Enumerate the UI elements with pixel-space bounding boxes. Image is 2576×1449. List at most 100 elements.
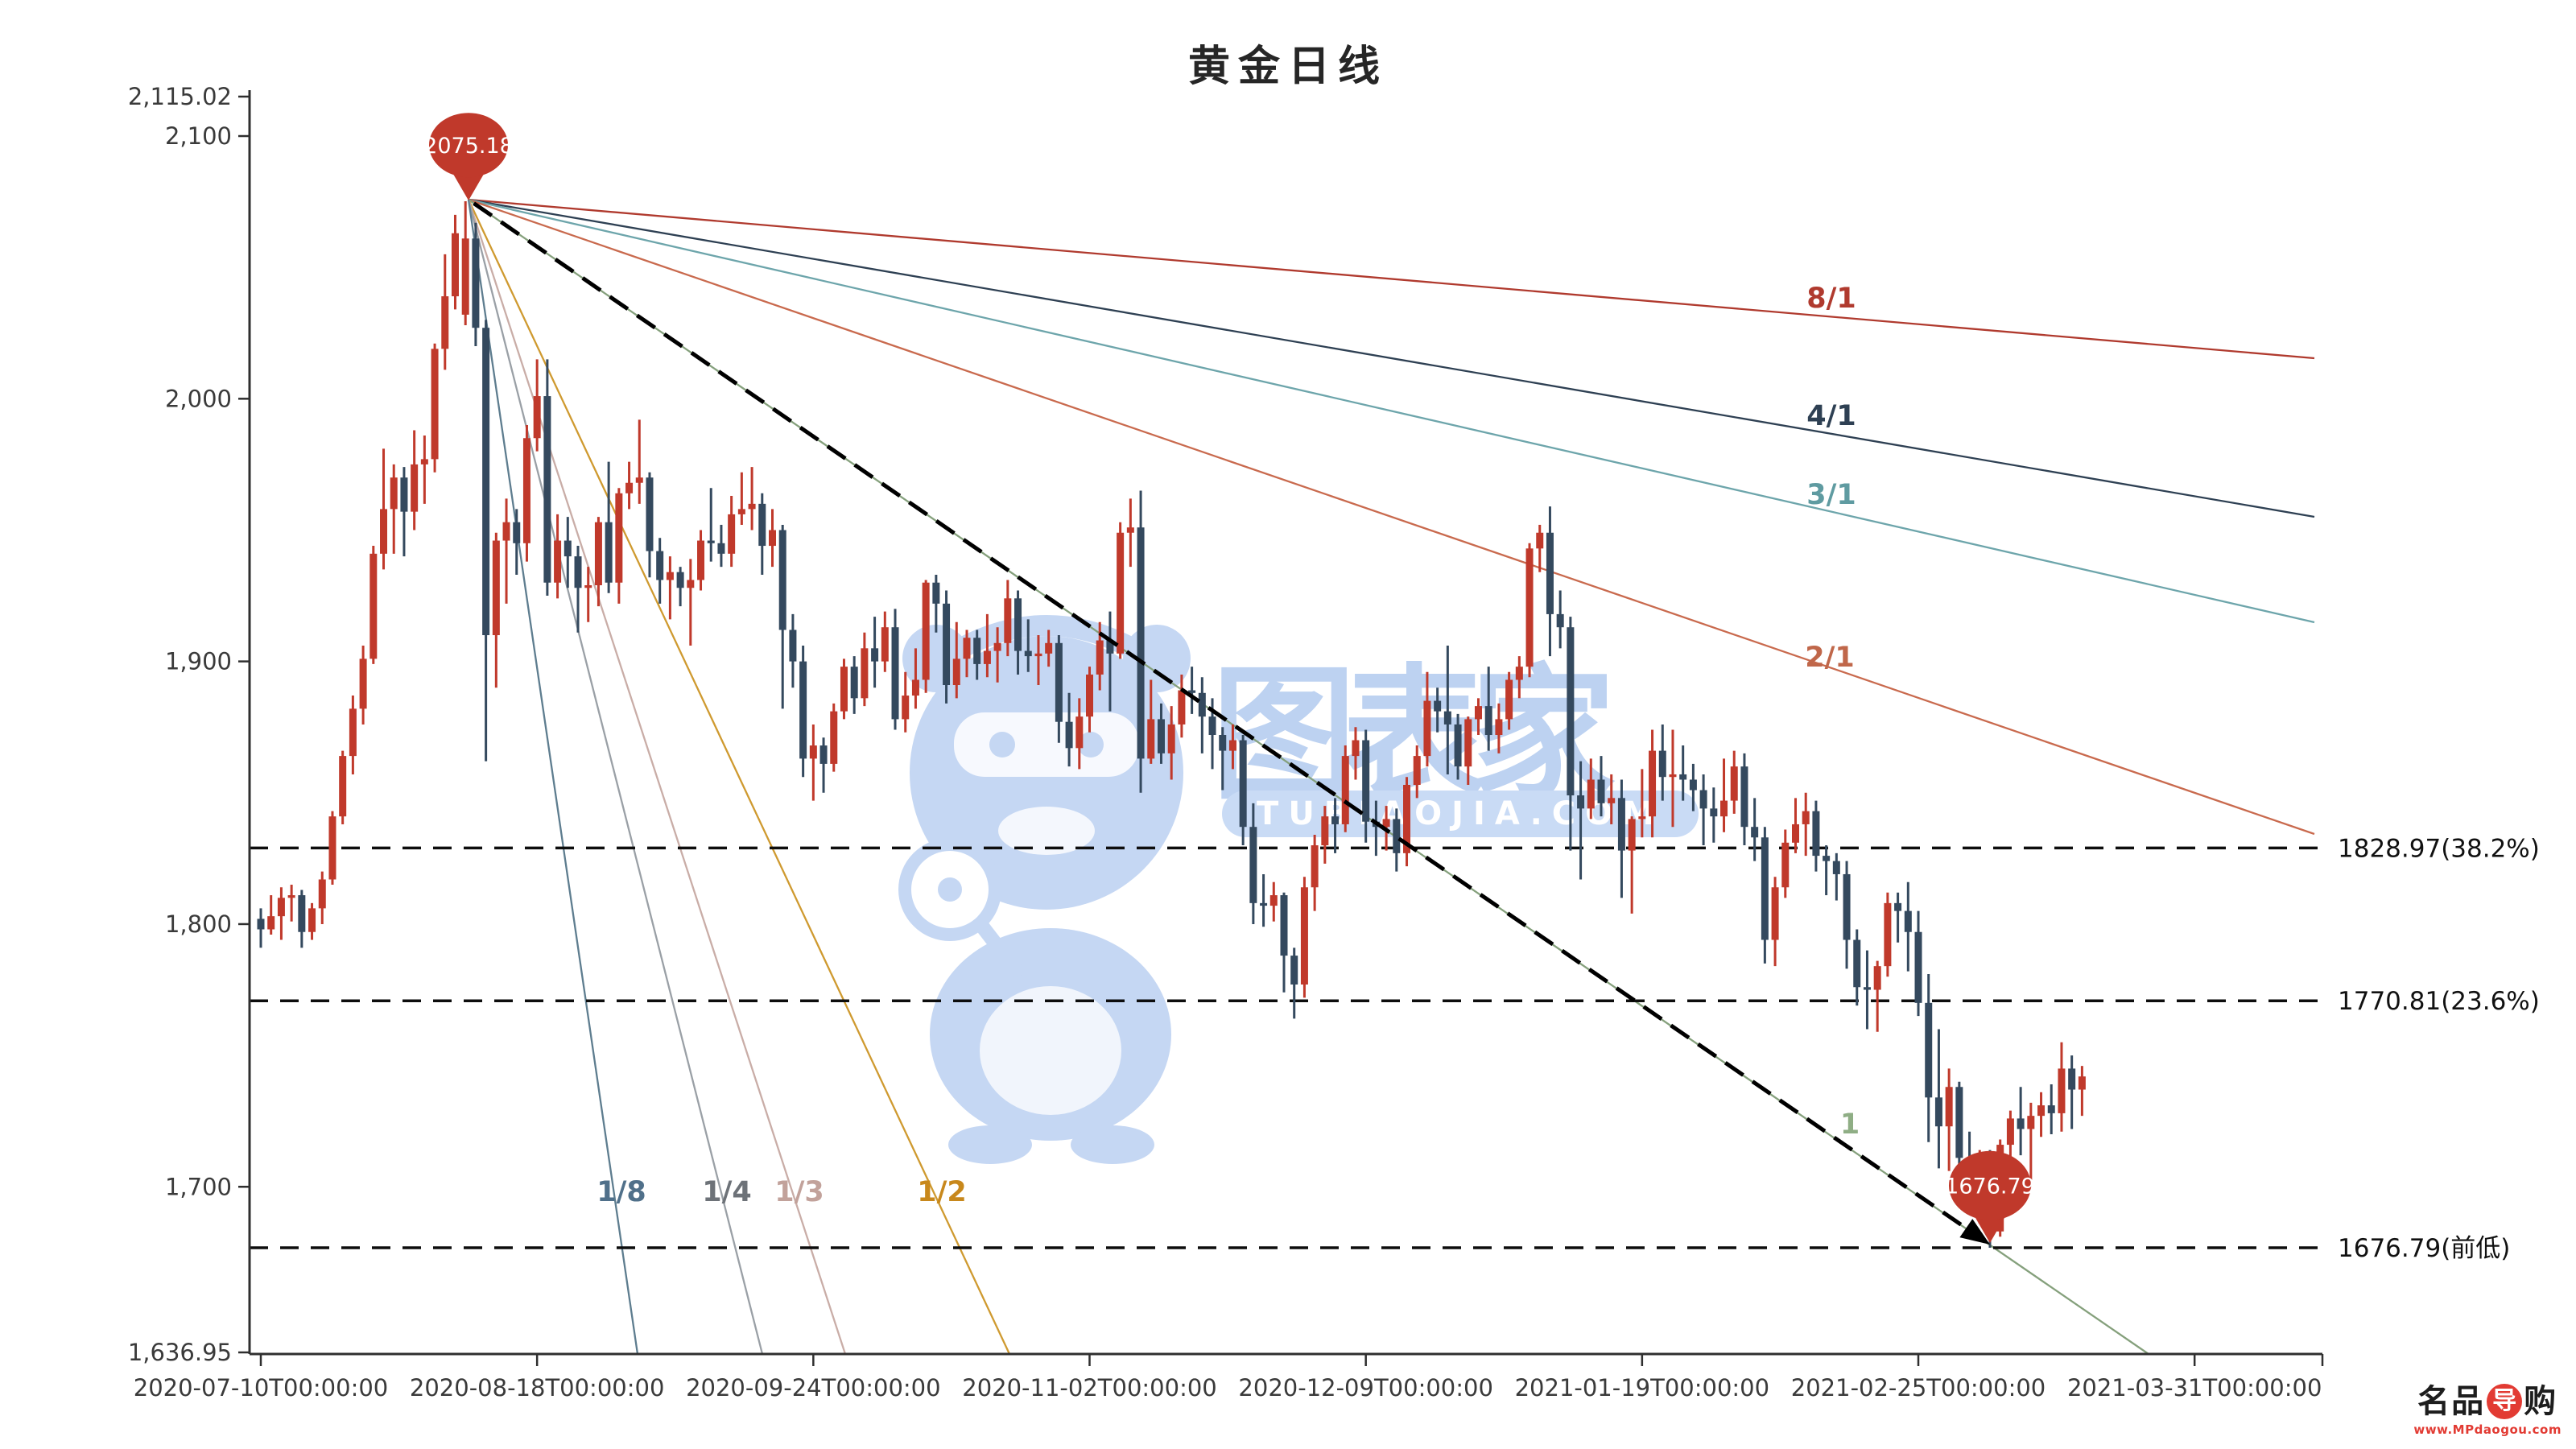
candle-body xyxy=(513,522,521,543)
candle-body xyxy=(1802,811,1810,824)
candle-body xyxy=(420,459,428,464)
candle-body xyxy=(522,438,530,543)
candle-body xyxy=(707,540,715,543)
candle-body xyxy=(1014,598,1022,651)
logo-text-right: 购 xyxy=(2524,1383,2558,1420)
candle-body xyxy=(891,627,899,720)
candle-body xyxy=(1853,939,1861,988)
arrowhead-icon xyxy=(1959,1219,1990,1245)
x-axis-tick-label: 2020-08-18T00:00:00 xyxy=(410,1374,665,1402)
candle-body xyxy=(1525,548,1534,667)
candle-body xyxy=(2078,1076,2086,1090)
y-axis-tick-label: 2,115.02 xyxy=(128,83,232,110)
candle-body xyxy=(1239,740,1247,828)
price-balloon: 2075.18 xyxy=(423,113,514,200)
candle-body xyxy=(871,648,879,662)
candle-body xyxy=(1781,842,1790,888)
gann-fan-labels: 8/1 4/1 3/1 2/1 1 1/2 1/3 1/4 1/8 xyxy=(597,283,1860,1208)
candle-body xyxy=(257,919,265,930)
candle-body xyxy=(1474,706,1482,720)
candle-body xyxy=(359,658,367,709)
candle-body xyxy=(1638,816,1646,819)
candle-body xyxy=(1679,774,1687,780)
candle-body xyxy=(697,540,705,580)
candle-body xyxy=(1034,653,1042,657)
candle-body xyxy=(656,551,664,580)
x-axis-tick-label: 2021-02-25T00:00:00 xyxy=(1791,1374,2046,1402)
candle-body xyxy=(1403,785,1411,853)
candle-body xyxy=(2047,1105,2055,1113)
x-axis-tick-label: 2020-12-09T00:00:00 xyxy=(1238,1374,1493,1402)
candle-body xyxy=(1823,856,1831,861)
mpdaogou-logo-wordmark: 名品 导 购 xyxy=(2413,1384,2562,1419)
candle-body xyxy=(1649,750,1657,817)
y-axis-tick-label: 1,700 xyxy=(165,1173,232,1200)
candle-body xyxy=(973,638,981,664)
candle-body xyxy=(482,328,490,636)
candle-body xyxy=(1443,711,1451,724)
candle-body xyxy=(1137,527,1145,759)
x-axis-tick-label: 2020-07-10T00:00:00 xyxy=(134,1374,389,1402)
candle-body xyxy=(737,509,745,514)
candle-body xyxy=(1280,895,1288,956)
candle-body xyxy=(1925,1002,1933,1098)
gann-label-2-1: 2/1 xyxy=(1805,642,1855,674)
candle-body xyxy=(1843,873,1851,940)
y-axis-tick-label: 1,636.95 xyxy=(128,1339,232,1366)
candle-body xyxy=(328,816,336,880)
gann-label-3-1: 3/1 xyxy=(1806,479,1856,511)
candle-body xyxy=(1771,887,1779,940)
candle-body xyxy=(1812,811,1820,857)
candle-body xyxy=(400,477,408,512)
candle-body xyxy=(881,627,889,662)
candle-body xyxy=(799,661,807,759)
candle-body xyxy=(1208,716,1216,736)
candle-body xyxy=(1577,795,1585,809)
candle-body xyxy=(1260,902,1268,906)
gann-label-1-4: 1/4 xyxy=(702,1176,752,1208)
candle-body xyxy=(717,543,725,554)
candle-body xyxy=(993,642,1001,651)
candle-body xyxy=(1167,724,1175,753)
candle-body xyxy=(1515,667,1523,680)
candle-body xyxy=(1556,613,1564,628)
candle-body xyxy=(339,756,347,817)
candle-body xyxy=(451,233,459,297)
candle-body xyxy=(840,667,848,712)
x-axis-tick-label: 2021-03-31T00:00:00 xyxy=(2067,1374,2322,1402)
candle-body xyxy=(1157,719,1165,753)
price-balloon: 1676.79 xyxy=(1945,1150,2035,1243)
trend-arrow xyxy=(473,201,1990,1245)
candle-body xyxy=(615,493,623,583)
candle-body xyxy=(584,585,592,588)
candle-body xyxy=(1720,800,1728,817)
gann-line-2-1 xyxy=(468,198,2315,836)
candle-body xyxy=(1792,824,1799,843)
balloon-price-label: 2075.18 xyxy=(423,134,514,159)
candle-body xyxy=(1126,527,1134,533)
y-axis-tick-label: 2,100 xyxy=(165,122,232,150)
candle-body xyxy=(472,238,480,328)
candle-body xyxy=(461,238,469,315)
candle-body xyxy=(1740,766,1748,828)
candle-body xyxy=(809,745,817,759)
candle-body xyxy=(2068,1068,2076,1090)
gann-line-1-3 xyxy=(467,199,847,1355)
candle-body xyxy=(952,658,960,686)
candle-body xyxy=(411,464,419,512)
candle-body xyxy=(789,630,797,662)
candle-body xyxy=(2017,1118,2025,1129)
candle-body xyxy=(1587,779,1595,809)
candle-body xyxy=(1423,700,1431,757)
candle-body xyxy=(2006,1118,2014,1146)
candle-body xyxy=(502,522,510,541)
candle-body xyxy=(861,648,869,699)
y-axis-tick-label: 2,000 xyxy=(165,385,232,412)
gann-label-1-2: 1/2 xyxy=(917,1176,967,1208)
candle-body xyxy=(963,638,971,659)
candle-body xyxy=(1341,756,1349,824)
candle-body xyxy=(2037,1105,2046,1117)
candle-body xyxy=(1413,756,1421,786)
balloon-price-label: 1676.79 xyxy=(1945,1174,2035,1199)
